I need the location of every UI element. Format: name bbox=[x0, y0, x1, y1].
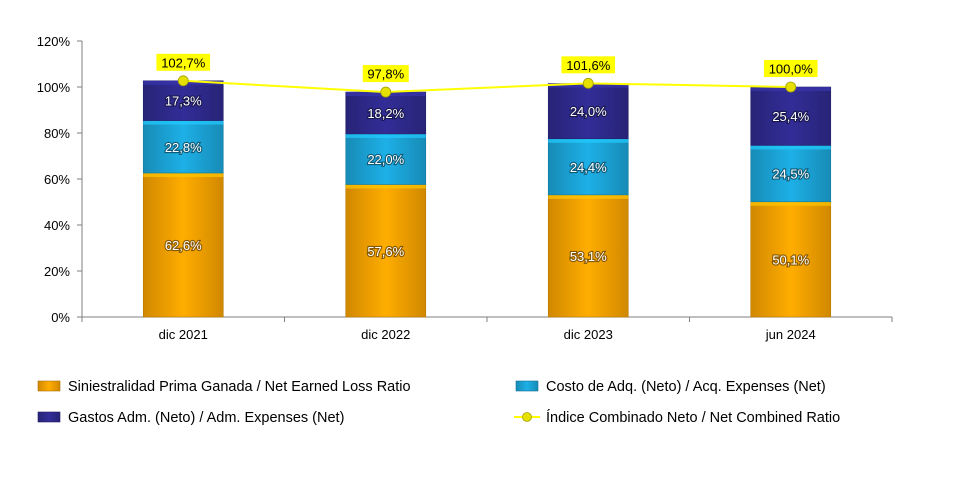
legend-label: Siniestralidad Prima Ganada / Net Earned… bbox=[68, 379, 411, 395]
y-tick-label: 40% bbox=[44, 218, 70, 233]
bar-segment bbox=[345, 184, 427, 318]
combined-ratio-label-box bbox=[156, 53, 211, 71]
bar-segment-bevel bbox=[143, 120, 224, 125]
bar-segment bbox=[345, 91, 427, 135]
bar-segment-bevel bbox=[143, 173, 224, 178]
bar-segment bbox=[547, 83, 629, 140]
legend-label: Índice Combinado Neto / Net Combined Rat… bbox=[546, 409, 840, 426]
bar-segment bbox=[345, 133, 427, 185]
combined-ratio-label: 101,6% bbox=[566, 58, 611, 73]
combined-ratio-label: 100,0% bbox=[769, 62, 814, 77]
bar-segment-bevel bbox=[750, 145, 831, 150]
bar-value-label: 24,5% bbox=[772, 167, 809, 182]
combined-ratio-label: 102,7% bbox=[161, 55, 206, 70]
x-tick-label: jun 2024 bbox=[765, 327, 816, 342]
bar-value-label: 25,4% bbox=[772, 109, 809, 124]
bar-value-label: 57,6% bbox=[367, 244, 404, 259]
y-tick-label: 100% bbox=[37, 80, 71, 95]
y-tick-label: 80% bbox=[44, 126, 70, 141]
combined-ratio-label-box bbox=[362, 65, 409, 83]
combined-ratio-point bbox=[177, 75, 189, 87]
bar-segment bbox=[142, 120, 224, 174]
bar-value-label: 22,0% bbox=[367, 152, 404, 167]
legend-swatch bbox=[37, 380, 61, 392]
bar-segment-bevel bbox=[548, 194, 629, 199]
combined-ratio-point bbox=[380, 86, 392, 98]
bar-segment bbox=[750, 86, 832, 146]
combined-ratio-label-box bbox=[763, 60, 818, 77]
combined-ratio-label-box bbox=[561, 56, 616, 74]
combined-ratio-point bbox=[582, 77, 594, 89]
y-tick-label: 0% bbox=[51, 310, 70, 325]
combined-ratio-label: 97,8% bbox=[367, 67, 404, 82]
bar-segment bbox=[750, 145, 832, 203]
bar-segment bbox=[142, 80, 224, 121]
bar-segment bbox=[547, 138, 629, 196]
bar-value-label: 17,3% bbox=[165, 94, 202, 109]
legend-label: Gastos Adm. (Neto) / Adm. Expenses (Net) bbox=[68, 410, 344, 426]
bar-value-label: 22,8% bbox=[165, 140, 202, 155]
bar-segment bbox=[750, 201, 832, 318]
y-tick-label: 120% bbox=[37, 34, 71, 49]
bar-value-label: 50,1% bbox=[772, 252, 809, 267]
bar-segment bbox=[547, 194, 629, 318]
legend-swatch bbox=[515, 380, 539, 392]
y-tick-label: 60% bbox=[44, 172, 70, 187]
bar-segment-bevel bbox=[345, 184, 426, 189]
legend-marker bbox=[522, 412, 532, 422]
x-tick-label: dic 2023 bbox=[564, 327, 613, 342]
legend-label: Costo de Adq. (Neto) / Acq. Expenses (Ne… bbox=[546, 379, 826, 395]
legend-swatch bbox=[37, 411, 61, 423]
bar-value-label: 24,4% bbox=[570, 160, 607, 175]
bar-segment-bevel bbox=[750, 201, 831, 206]
x-tick-label: dic 2021 bbox=[159, 327, 208, 342]
bar-segment-bevel bbox=[345, 133, 426, 138]
bar-value-label: 53,1% bbox=[570, 249, 607, 264]
bar-value-label: 18,2% bbox=[367, 106, 404, 121]
bar-value-label: 24,0% bbox=[570, 104, 607, 119]
combined-ratio-point bbox=[785, 81, 797, 93]
bar-segment bbox=[142, 172, 224, 318]
bar-value-label: 62,6% bbox=[165, 238, 202, 253]
y-tick-label: 20% bbox=[44, 264, 70, 279]
bar-segment-bevel bbox=[548, 138, 629, 143]
x-tick-label: dic 2022 bbox=[361, 327, 410, 342]
combined-ratio-line bbox=[183, 79, 791, 94]
